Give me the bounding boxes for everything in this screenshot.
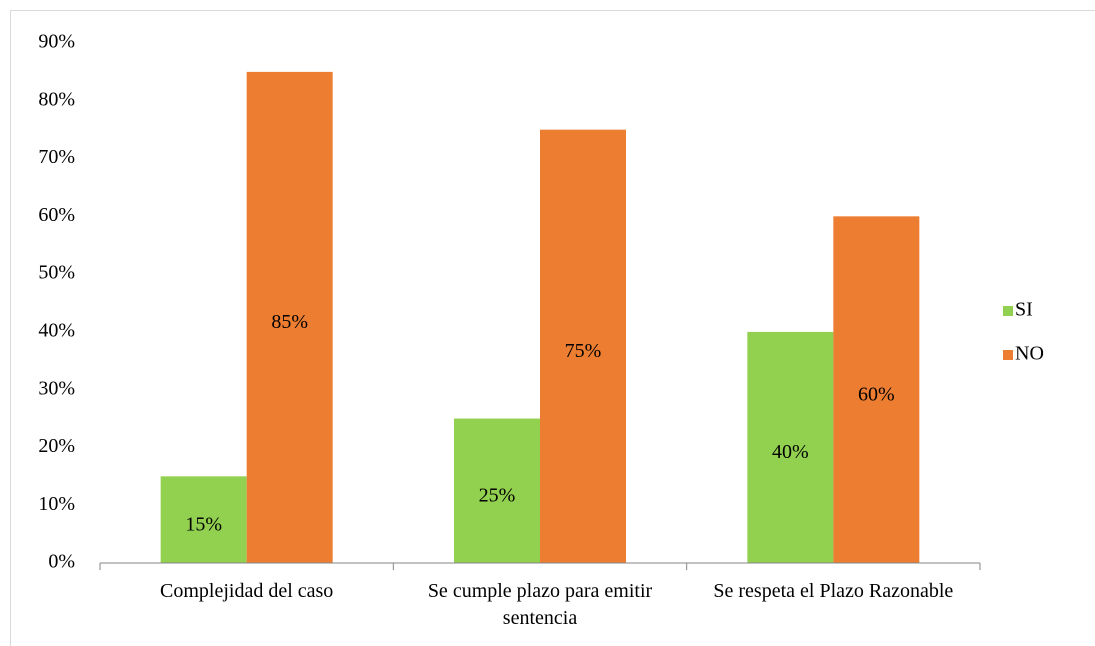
y-tick-label: 40%	[38, 319, 75, 341]
y-tick-label: 60%	[38, 204, 75, 226]
data-label: 25%	[479, 484, 516, 506]
legend-swatch	[1003, 350, 1013, 360]
y-tick-label: 90%	[38, 31, 75, 53]
bar	[160, 476, 247, 563]
bar	[454, 418, 540, 563]
y-tick-label: 50%	[38, 262, 75, 284]
y-tick-label: 30%	[38, 377, 75, 399]
bar	[246, 71, 333, 563]
data-label: 85%	[271, 311, 308, 333]
y-tick-label: 10%	[38, 493, 75, 515]
y-tick-label: 0%	[48, 551, 75, 573]
x-tick-label: Se cumple plazo para emitir sentencia	[427, 580, 653, 629]
x-tick-label: Complejidad del caso	[160, 580, 334, 602]
legend-swatch	[1003, 306, 1013, 316]
y-tick-label: 80%	[38, 88, 75, 110]
data-label: 75%	[565, 340, 602, 362]
y-tick-label: 20%	[38, 435, 75, 457]
data-label: 60%	[858, 383, 895, 405]
bar	[747, 331, 834, 563]
chart-frame	[10, 10, 1095, 646]
x-tick-label: Se respeta el Plazo Razonable	[713, 580, 954, 602]
bar	[833, 216, 920, 564]
y-tick-label: 70%	[38, 146, 75, 168]
legend-label: NO	[1015, 343, 1044, 365]
data-label: 15%	[185, 513, 222, 535]
bar	[540, 129, 626, 563]
data-label: 40%	[772, 441, 809, 463]
legend-label: SI	[1015, 299, 1033, 321]
